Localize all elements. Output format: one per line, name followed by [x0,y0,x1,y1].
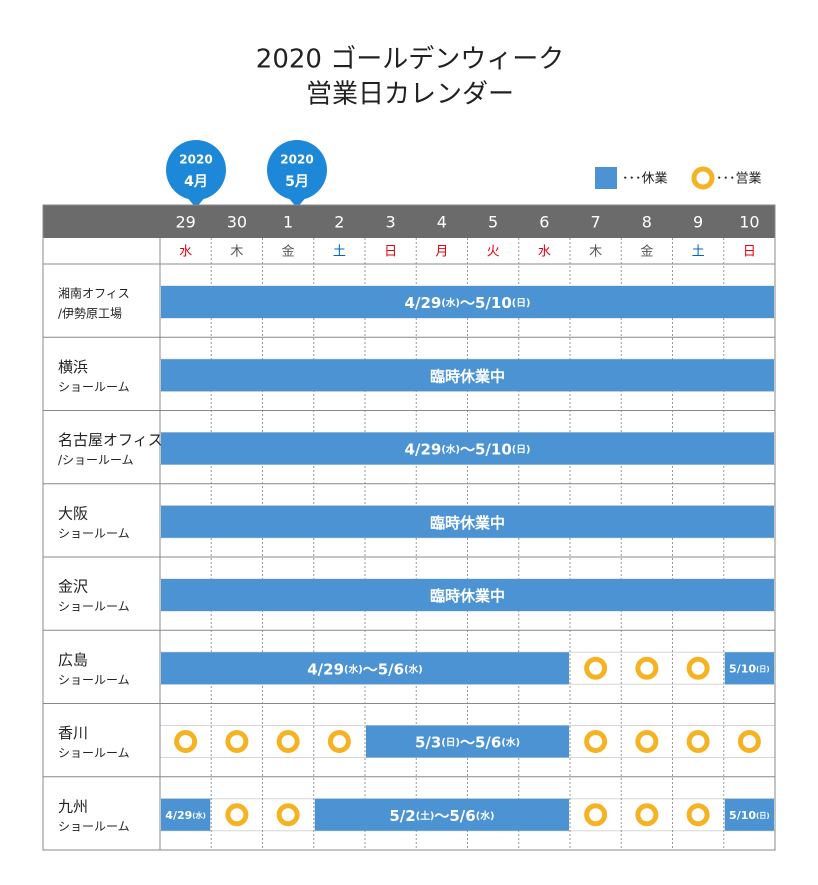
weekday: 木 [230,245,243,260]
location-name: ショールーム [58,526,130,540]
legend-closed: ･･･休業 [622,171,668,187]
location-name: 湘南オフィス [58,286,130,301]
weekday: 金 [640,244,653,260]
closed-bar [161,652,569,685]
legend-closed-swatch [595,167,617,189]
open-day [737,730,761,753]
location-name: 名古屋オフィス [58,431,163,449]
open-day [686,656,710,680]
marker-year: 2020 [179,153,212,167]
closed-bar [366,725,569,758]
closed-bar [161,432,774,465]
marker-year: 2020 [280,153,313,167]
legend-open-swatch [691,166,715,190]
closed-bar [314,798,569,831]
location-name: ショールーム [58,746,130,760]
day-number: 29 [175,213,195,232]
marker-month: 5月 [285,174,309,190]
location-name: /伊勢原工場 [58,306,122,321]
title: 2020 ゴールデンウィーク [256,45,564,75]
open-day [686,730,710,753]
weekday: 土 [333,245,346,260]
weekday: 木 [589,245,602,260]
weekday: 水 [538,245,551,260]
day-number: 8 [642,213,652,232]
closed-bar [161,579,774,611]
day-number: 1 [283,213,293,232]
day-number: 3 [386,213,396,232]
month-marker: 2020 4月 [166,140,226,208]
closed-bar [724,798,774,831]
open-day [276,730,300,753]
closed-label: 臨時休業中 [430,367,505,385]
weekday: 日 [384,245,397,260]
location-name: 香川 [58,724,88,742]
weekday: 月 [435,245,448,260]
open-day [174,730,198,753]
closed-bar [161,798,211,831]
day-number: 7 [591,213,601,232]
closed-label: 臨時休業中 [430,513,505,531]
open-day [584,803,608,827]
closed-label: 4/29(水) [165,809,206,822]
open-day [686,803,710,827]
location-name: 金沢 [58,578,88,596]
open-day [584,730,608,753]
location-name: 大阪 [58,504,88,522]
open-day [225,730,249,753]
closed-label: 5/10(日) [729,662,770,675]
day-number: 9 [693,213,703,232]
location-name: 九州 [58,797,88,815]
closed-label: 4/29(水)～5/10(日) [405,294,531,312]
closed-label: 4/29(水)～5/6(水) [307,660,423,678]
open-day [635,656,659,680]
day-number: 10 [739,213,759,232]
weekday: 日 [743,245,756,260]
closed-bar [724,652,774,685]
closed-bar [161,359,774,392]
closed-bar [161,286,774,318]
location-name: ショールーム [58,600,130,614]
table-border [42,204,776,851]
location-name: 広島 [58,651,88,669]
weekday: 火 [487,245,500,260]
day-number: 6 [539,213,549,232]
legend-open: ･･･営業 [716,171,762,187]
location-name: ショールーム [58,380,130,394]
marker-month: 4月 [184,174,208,190]
month-marker: 2020 5月 [267,140,327,208]
location-name: ショールーム [58,673,130,687]
day-number: 2 [334,213,344,232]
weekday: 水 [179,245,192,260]
header-bar [43,205,775,238]
location-name: /ショールーム [58,453,134,467]
closed-label: 5/2(土)～5/6(水) [389,806,494,824]
closed-label: 5/3(日)～5/6(水) [415,733,520,751]
title: 営業日カレンダー [306,80,514,110]
open-day [327,730,351,753]
open-day [225,803,249,827]
weekday: 土 [692,245,705,260]
closed-label: 5/10(日) [729,809,770,822]
open-day [635,730,659,753]
day-number: 5 [488,213,498,232]
day-number: 30 [227,213,247,232]
open-day [276,803,300,827]
closed-bar [161,505,774,538]
closed-label: 臨時休業中 [430,587,505,605]
location-name: 横浜 [58,358,88,376]
closed-label: 4/29(水)～5/10(日) [405,440,531,458]
location-name: ショールーム [58,819,130,833]
open-day [584,656,608,680]
day-number: 4 [437,213,447,232]
open-day [635,803,659,827]
weekday: 金 [282,244,295,260]
